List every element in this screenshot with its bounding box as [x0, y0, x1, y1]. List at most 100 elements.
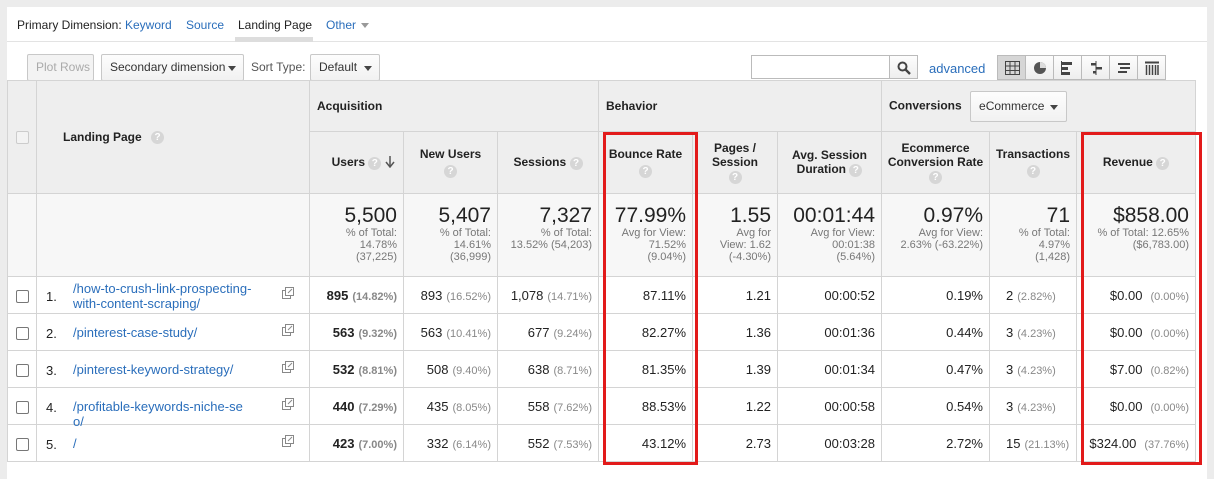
landing-page-link[interactable]: /how-to-crush-link-prospecting-with-cont… [73, 281, 252, 311]
transactions-percent: (2.82%) [1017, 290, 1056, 303]
bounce-rate-cell: 81.35% [598, 350, 693, 388]
row-checkbox[interactable] [15, 326, 29, 340]
open-external-icon[interactable] [282, 324, 294, 336]
search-icon [897, 61, 911, 75]
acquisition-group-header: Acquisition [309, 80, 599, 132]
conversions-type-dropdown[interactable]: eCommerce [970, 90, 1068, 122]
bounce-rate-header-label: Bounce Rate [608, 147, 683, 161]
help-icon[interactable]: ? [444, 165, 457, 178]
table-view-button[interactable] [997, 55, 1026, 80]
help-icon[interactable]: ? [368, 156, 382, 170]
landing-page-link[interactable]: /pinterest-keyword-strategy/ [73, 362, 234, 377]
transactions-cell: 3 (4.23%) [989, 313, 1077, 351]
landing-page-link[interactable]: /profitable-keywords-niche-seo/ [73, 399, 243, 429]
bounce-rate-total-note-3: (9.04%) [647, 251, 686, 263]
help-icon[interactable]: ? [929, 171, 942, 185]
row-checkbox[interactable] [15, 289, 29, 303]
select-all-checkbox[interactable] [15, 131, 29, 145]
pages-session-header[interactable]: Pages / Session? [692, 131, 778, 194]
transactions-value: 15 [1006, 435, 1021, 451]
users-cell: 895 (14.82%) [309, 276, 404, 314]
sort-descending-icon [385, 156, 395, 168]
conversions-group-header: Conversions eCommerce [881, 80, 1196, 132]
dimension-landing-page-tab[interactable]: Landing Page [238, 18, 313, 32]
search-button[interactable] [889, 55, 918, 79]
term-cloud-view-button[interactable] [1109, 55, 1138, 80]
landing-page-header[interactable]: Landing Page ? [36, 80, 310, 194]
transactions-value: 3 [1006, 324, 1014, 340]
new-users-cell: 508 (9.40%) [403, 350, 498, 388]
ecommerce-conversion-rate-total-cell: 0.97% Avg for View: 2.63% (-63.22%) [881, 193, 990, 277]
secondary-dimension-label: Secondary dimension [110, 60, 226, 74]
ecommerce-conversion-rate-header[interactable]: Ecommerce Conversion Rate? [881, 131, 990, 194]
open-external-icon[interactable] [282, 361, 294, 373]
comparison-icon [1091, 61, 1102, 75]
sessions-percent: (9.24%) [553, 327, 592, 340]
sessions-total: 7,327 [539, 204, 592, 227]
chevron-down-icon [361, 23, 370, 29]
new-users-percent: (9.40%) [452, 364, 491, 377]
performance-view-button[interactable] [1053, 55, 1082, 80]
sessions-percent: (14.71%) [547, 290, 592, 303]
open-external-icon[interactable] [282, 398, 294, 410]
row-checkbox[interactable] [15, 363, 29, 377]
transactions-header[interactable]: Transactions? [989, 131, 1077, 194]
pages-session-cell: 1.36 [692, 313, 778, 351]
sessions-cell: 1,078 (14.71%) [497, 276, 599, 314]
revenue-total-cell: $858.00% of Total: 12.65% ($6,783.00) [1076, 193, 1196, 277]
sessions-value: 552 [527, 435, 550, 451]
users-value: 532 [332, 361, 355, 377]
transactions-percent: (4.23%) [1017, 364, 1056, 377]
transactions-percent: (21.13%) [1024, 438, 1070, 451]
primary-dimension-bar: Primary Dimension: Keyword Source Landin… [7, 7, 1207, 42]
bounce-rate-header[interactable]: Bounce Rate? [598, 131, 693, 194]
landing-page-link[interactable]: / [73, 436, 77, 451]
revenue-value: $7.00 [1109, 361, 1143, 377]
table-row: 2./pinterest-case-study/563 (9.32%) 563 (10… [7, 313, 1196, 351]
secondary-dimension-dropdown[interactable]: Secondary dimension [101, 54, 244, 81]
bounce-rate-total-cell: 77.99% Avg for View: 71.52% (9.04%) [598, 193, 693, 277]
dimension-keyword-link[interactable]: Keyword [125, 18, 172, 32]
row-checkbox[interactable] [15, 400, 29, 414]
users-percent: (9.32%) [358, 327, 397, 340]
revenue-header[interactable]: Revenue ? [1076, 131, 1196, 194]
comparison-view-button[interactable] [1081, 55, 1110, 80]
chevron-down-icon [364, 66, 372, 71]
help-icon[interactable]: ? [639, 165, 652, 178]
open-external-icon[interactable] [282, 287, 294, 299]
help-icon[interactable]: ? [728, 171, 742, 185]
revenue-highlight [1081, 132, 1202, 465]
help-icon[interactable]: ? [1026, 165, 1040, 178]
landing-page-cell: 2. /pinterest-case-study/ [36, 313, 310, 351]
help-icon[interactable]: ? [569, 156, 583, 170]
help-icon[interactable]: ? [1156, 156, 1170, 170]
transactions-value: 3 [1006, 398, 1014, 414]
dimension-other-dropdown[interactable]: Other [326, 18, 370, 32]
help-icon[interactable]: ? [151, 131, 165, 145]
open-external-icon[interactable] [282, 435, 294, 447]
landing-page-cell: 1. /how-to-crush-link-prospecting-with-co… [36, 276, 310, 314]
plot-rows-button[interactable]: Plot Rows [27, 54, 94, 81]
row-checkbox[interactable] [15, 437, 29, 451]
sort-type-dropdown[interactable]: Default [310, 54, 380, 81]
pages-session-cell: 1.21 [692, 276, 778, 314]
pivot-view-button[interactable] [1137, 55, 1166, 80]
landing-page-link[interactable]: /pinterest-case-study/ [73, 325, 198, 340]
dimension-source-link[interactable]: Source [186, 18, 225, 32]
row-number: 3. [46, 363, 57, 378]
pages-session-cell: 1.22 [692, 387, 778, 425]
conversions-label: Conversions [889, 98, 962, 113]
pie-view-button[interactable] [1025, 55, 1054, 80]
new-users-percent: (10.41%) [446, 327, 491, 340]
table-search-input[interactable] [751, 55, 891, 79]
users-cell: 440 (7.29%) [309, 387, 404, 425]
term-cloud-icon [1118, 63, 1130, 73]
help-icon[interactable]: ? [849, 163, 863, 177]
users-header[interactable]: Users ? [309, 131, 404, 194]
new-users-header[interactable]: New Users? [403, 131, 498, 194]
sessions-total-note-1: % of Total: [540, 227, 592, 239]
revenue-total-note-1: % of Total: 12.65% [1097, 227, 1189, 239]
advanced-filter-link[interactable]: advanced [929, 61, 986, 76]
sessions-header[interactable]: Sessions ? [497, 131, 599, 194]
avg-session-duration-header[interactable]: Avg. Session Duration ? [777, 131, 882, 194]
